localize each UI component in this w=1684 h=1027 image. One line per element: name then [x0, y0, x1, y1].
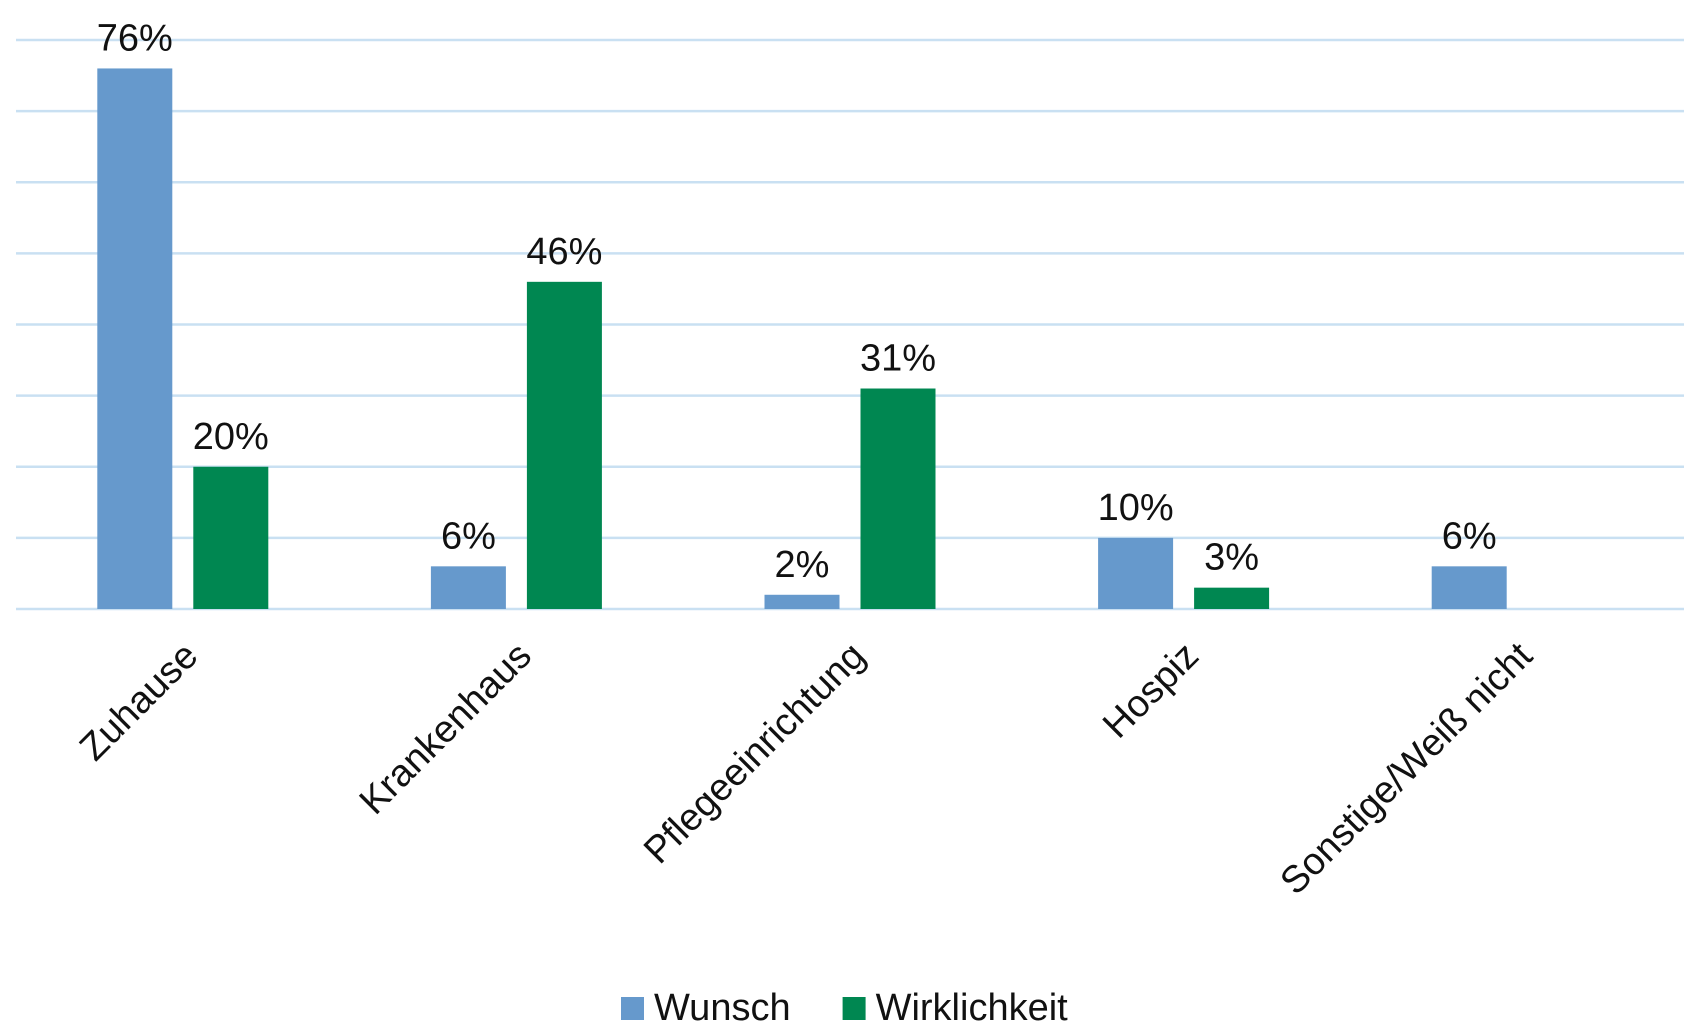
- x-tick-label: Krankenhaus: [352, 635, 540, 823]
- legend-label: Wirklichkeit: [876, 987, 1069, 1027]
- bar: [860, 388, 936, 609]
- data-label: 2%: [775, 544, 830, 586]
- x-tick-label: Zuhause: [72, 635, 206, 769]
- x-tick-label: Sonstige/Weiß nicht: [1272, 634, 1540, 902]
- legend-swatch: [842, 997, 866, 1020]
- bar: [764, 594, 840, 609]
- x-tick-label: Hospiz: [1095, 635, 1207, 747]
- data-label: 46%: [526, 231, 602, 273]
- data-label: 31%: [860, 338, 936, 380]
- data-label: 76%: [97, 17, 173, 59]
- legend-label: Wunsch: [654, 987, 791, 1027]
- bar: [1431, 566, 1507, 609]
- bar: [1098, 537, 1174, 609]
- data-label: 10%: [1098, 487, 1174, 529]
- x-tick-label: Pflegeeinrichtung: [636, 635, 873, 872]
- data-label: 20%: [193, 416, 269, 458]
- bar: [193, 466, 269, 609]
- bar: [526, 281, 602, 609]
- data-label: 6%: [441, 515, 496, 557]
- data-label: 3%: [1204, 537, 1259, 579]
- bar: [97, 68, 173, 609]
- bar: [430, 566, 506, 609]
- bar: [1194, 587, 1270, 609]
- data-label: 6%: [1442, 515, 1497, 557]
- legend-swatch: [621, 997, 644, 1020]
